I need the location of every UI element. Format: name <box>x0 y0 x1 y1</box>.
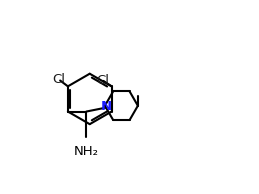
Text: Cl: Cl <box>96 74 109 87</box>
Text: N: N <box>101 100 112 113</box>
Text: Cl: Cl <box>53 73 66 86</box>
Text: NH₂: NH₂ <box>74 145 99 158</box>
